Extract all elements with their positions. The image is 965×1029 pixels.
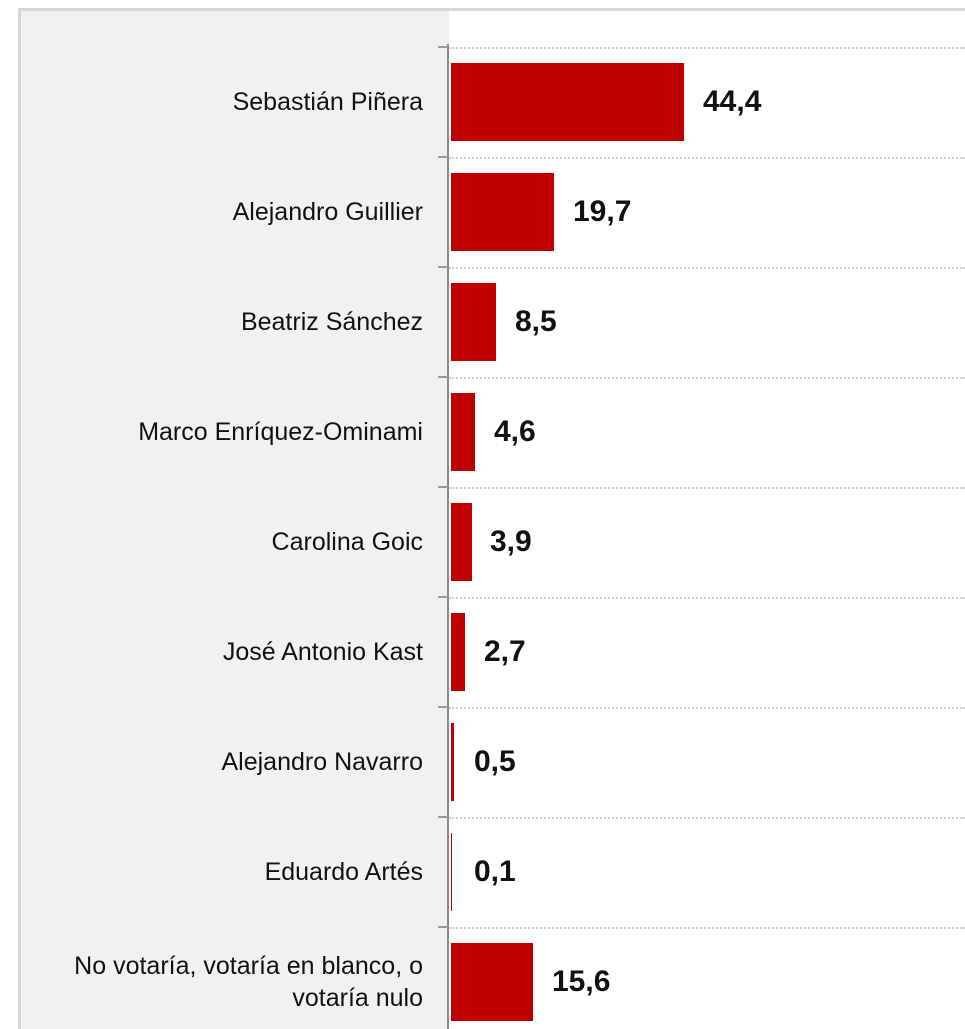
- axis-tick: [438, 706, 448, 708]
- category-label: Alejandro Guillier: [232, 198, 423, 226]
- plot-area: [449, 11, 965, 1029]
- axis-tick: [438, 376, 448, 378]
- value-label: 4,6: [494, 415, 536, 448]
- bar: [451, 283, 496, 361]
- gridline: [449, 817, 965, 819]
- value-label: 0,1: [474, 855, 516, 888]
- value-label: 15,6: [552, 965, 611, 998]
- bar: [451, 723, 454, 801]
- value-label: 0,5: [474, 745, 516, 778]
- category-label: No votaría, votaría en blanco, o votaría…: [74, 952, 423, 1012]
- category-label: Eduardo Artés: [264, 858, 423, 886]
- value-label: 8,5: [515, 305, 557, 338]
- category-label: José Antonio Kast: [222, 638, 423, 666]
- gridline: [449, 597, 965, 599]
- bar: [451, 63, 685, 141]
- axis-tick: [438, 816, 448, 818]
- gridline: [449, 267, 965, 269]
- gridline: [449, 927, 965, 929]
- axis-tick: [438, 486, 448, 488]
- gridline: [449, 47, 965, 49]
- axis-tick: [438, 266, 448, 268]
- category-label: Marco Enríquez-Ominami: [138, 418, 423, 446]
- bar: [451, 393, 476, 471]
- bar: [451, 833, 452, 911]
- value-label: 3,9: [490, 525, 532, 558]
- bar: [451, 503, 472, 581]
- category-label-panel: [21, 11, 449, 1029]
- axis-tick: [438, 156, 448, 158]
- category-axis-line: [447, 44, 449, 1029]
- bar: [451, 173, 555, 251]
- gridline: [449, 707, 965, 709]
- category-label: Alejandro Navarro: [221, 748, 424, 776]
- chart-frame: [18, 8, 965, 1029]
- category-label: Sebastián Piñera: [232, 88, 423, 116]
- value-label: 44,4: [703, 85, 762, 118]
- gridline: [449, 377, 965, 379]
- bar: [451, 943, 533, 1021]
- category-label: Beatriz Sánchez: [240, 308, 423, 336]
- value-label: 19,7: [573, 195, 632, 228]
- bar: [451, 613, 466, 691]
- value-label: 2,7: [484, 635, 526, 668]
- gridline: [449, 487, 965, 489]
- axis-tick: [438, 596, 448, 598]
- axis-tick: [438, 926, 448, 928]
- axis-tick: [438, 46, 448, 48]
- gridline: [449, 157, 965, 159]
- category-label: Carolina Goic: [271, 528, 423, 556]
